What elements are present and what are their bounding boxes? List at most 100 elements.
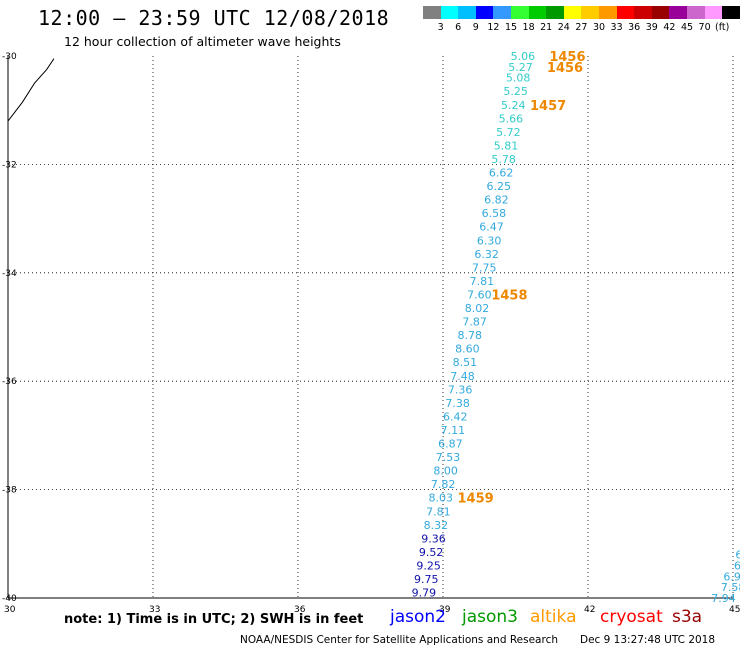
wave-height-label: 8.03 — [429, 492, 454, 505]
wave-height-label: 6.47 — [479, 221, 504, 234]
wave-height-label: 6.62 — [489, 167, 513, 180]
footer-timestamp: Dec 9 13:27:48 UTC 2018 — [580, 634, 716, 646]
legend-label: 27 — [575, 22, 588, 33]
wave-height-label: 6.87 — [438, 438, 463, 451]
legend-swatch — [423, 6, 441, 19]
wave-height-label: 8.78 — [458, 329, 483, 342]
wave-height-label: 6.42 — [443, 410, 468, 423]
legend-label: 15 — [504, 22, 518, 33]
wave-height-label: 7.58 — [721, 581, 740, 594]
pass-time-label: 1458 — [491, 288, 527, 303]
footer-credit: NOAA/NESDIS Center for Satellite Applica… — [240, 634, 558, 646]
wave-height-label: 8.00 — [433, 465, 458, 478]
pass-time-label: 1457 — [530, 99, 566, 114]
lat-tick-label: -34 — [2, 269, 17, 279]
legend-swatch — [669, 6, 687, 19]
legend-swatch — [581, 6, 599, 19]
lat-tick-label: -40 — [2, 594, 17, 604]
wave-height-label: 9.25 — [416, 559, 441, 572]
legend-label: 3 — [437, 22, 444, 33]
legend-label: 70 — [698, 22, 711, 33]
wave-height-label: 9.79 — [412, 587, 437, 600]
wave-height-label: 9.36 — [421, 532, 446, 545]
lat-tick-label: -30 — [2, 52, 17, 62]
legend-label: 36 — [628, 22, 641, 33]
wave-height-label: 9.52 — [419, 546, 444, 559]
wave-height-label: 5.72 — [496, 126, 520, 139]
legend-label: 18 — [522, 22, 535, 33]
wave-height-label: 5.66 — [499, 112, 524, 125]
wave-height-label: 8.51 — [453, 356, 478, 369]
legend-swatch — [616, 6, 635, 19]
wave-height-label: 5.81 — [494, 139, 519, 152]
wave-height-label: 6.96 — [723, 570, 740, 583]
legend-swatch — [598, 6, 617, 19]
legend-swatch — [440, 6, 459, 19]
legend-label: 33 — [610, 22, 623, 33]
legend-label: (ft) — [715, 22, 730, 33]
lon-tick-label: 30 — [4, 605, 16, 615]
wave-height-label: 6. — [734, 559, 740, 572]
footer-note: note: 1) Time is in UTC; 2) SWH is in fe… — [64, 612, 364, 627]
legend-label: 42 — [663, 22, 676, 33]
lon-tick-label: 39 — [439, 605, 451, 615]
wave-height-label: 7.38 — [445, 397, 470, 410]
legend-swatch — [722, 6, 740, 19]
lon-tick-label: 36 — [294, 605, 306, 615]
wave-height-label: 5.25 — [503, 85, 527, 98]
wave-height-label: 7.36 — [448, 383, 473, 396]
legend-swatch — [458, 6, 476, 19]
wave-height-label: 7.82 — [431, 478, 456, 491]
legend-label: 9 — [472, 22, 479, 33]
legend-swatch — [563, 6, 582, 19]
page-subtitle: 12 hour collection of altimeter wave hei… — [64, 34, 341, 49]
legend-swatch — [546, 6, 564, 19]
wave-height-label: 6.58 — [482, 207, 507, 220]
legend-label: 24 — [557, 22, 570, 33]
wave-height-label: 5.08 — [506, 72, 531, 85]
legend-swatch — [510, 6, 529, 19]
color-legend — [423, 6, 740, 19]
wave-height-label: 7.94 — [711, 592, 736, 605]
legend-swatch — [686, 6, 705, 19]
lon-tick-label: 45 — [729, 605, 740, 615]
wave-height-label: 7.81 — [470, 275, 495, 288]
wave-height-label: 5.78 — [491, 153, 516, 166]
lon-tick-label: 33 — [149, 605, 160, 615]
wave-height-label: 8.60 — [455, 343, 480, 356]
wave-height-label: 6.25 — [487, 180, 512, 193]
satellite-jason3: jason3 — [462, 607, 518, 627]
satellite-cryosat: cryosat — [600, 607, 663, 627]
pass-time-label: 1456 — [549, 50, 585, 65]
legend-label: 39 — [645, 22, 658, 33]
wave-height-label: 7.48 — [450, 370, 475, 383]
wave-height-label: 7.87 — [462, 316, 487, 329]
lat-tick-label: -32 — [2, 160, 17, 170]
legend-swatch — [493, 6, 511, 19]
wave-height-label: 6.30 — [477, 234, 502, 247]
wave-height-label: 8.02 — [465, 302, 490, 315]
legend-label: 45 — [680, 22, 694, 33]
wave-height-label: 6.82 — [484, 194, 509, 207]
legend-swatch — [651, 6, 670, 19]
wave-height-label: 9.75 — [414, 573, 439, 586]
pass-time-label: 1456 — [547, 61, 583, 76]
wave-height-label: 7.60 — [467, 288, 492, 301]
wave-height-label: 7.53 — [436, 451, 461, 464]
lon-tick-label: 42 — [584, 605, 595, 615]
wave-height-label: 6.32 — [474, 248, 499, 261]
legend-label: 6 — [455, 22, 462, 33]
wave-height-label: 7.81 — [426, 505, 451, 518]
page-title: 12:00 – 23:59 UTC 12/08/2018 — [38, 6, 390, 30]
color-legend-labels: 3 6 9 12 15 18 21 24 27 30 33 36 39 42 45 70 (ft) — [423, 22, 740, 34]
wave-height-label: 5.27 — [508, 61, 533, 74]
legend-swatch — [704, 6, 723, 19]
satellite-jason2: jason2 — [390, 607, 446, 627]
legend-label: 21 — [540, 22, 553, 33]
wave-height-label: 8.32 — [424, 519, 449, 532]
wave-height-label: 5.24 — [501, 99, 526, 112]
legend-swatch — [528, 6, 547, 19]
wave-height-label: 7.11 — [441, 424, 466, 437]
satellite-altika: altika — [530, 607, 577, 627]
legend-label: 12 — [487, 22, 500, 33]
